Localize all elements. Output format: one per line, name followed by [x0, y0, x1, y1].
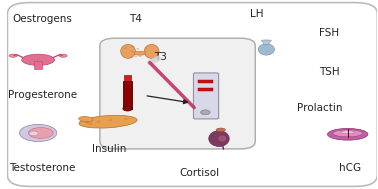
Ellipse shape [28, 128, 53, 138]
Circle shape [84, 121, 88, 123]
Ellipse shape [209, 131, 229, 146]
Ellipse shape [9, 54, 17, 57]
Bar [198, 81, 213, 83]
Circle shape [134, 56, 137, 57]
Bar [124, 75, 131, 81]
Text: Cortisol: Cortisol [180, 168, 220, 178]
Ellipse shape [121, 44, 135, 58]
Circle shape [108, 119, 113, 121]
Bar [34, 61, 42, 69]
Text: FSH: FSH [319, 28, 339, 38]
Bar [264, 40, 268, 44]
Text: T4: T4 [129, 14, 141, 24]
Circle shape [136, 48, 139, 50]
Ellipse shape [218, 135, 226, 142]
Circle shape [138, 55, 141, 57]
Text: T3: T3 [155, 52, 167, 62]
Text: TSH: TSH [319, 67, 339, 77]
Ellipse shape [216, 128, 225, 132]
Ellipse shape [327, 128, 368, 140]
Ellipse shape [134, 51, 146, 55]
Ellipse shape [59, 54, 67, 57]
Circle shape [96, 120, 101, 123]
Ellipse shape [123, 106, 132, 111]
Ellipse shape [200, 110, 210, 115]
Circle shape [131, 46, 134, 47]
FancyBboxPatch shape [8, 3, 377, 186]
Circle shape [130, 51, 133, 52]
Ellipse shape [79, 115, 137, 128]
Polygon shape [261, 40, 271, 44]
Ellipse shape [341, 131, 355, 134]
Ellipse shape [258, 44, 274, 55]
Circle shape [85, 121, 90, 123]
Ellipse shape [144, 44, 159, 58]
Circle shape [144, 47, 147, 49]
Text: Insulin: Insulin [92, 144, 126, 154]
Text: Testosterone: Testosterone [9, 163, 76, 173]
Ellipse shape [22, 54, 54, 65]
Circle shape [155, 50, 158, 52]
Circle shape [124, 118, 129, 120]
Ellipse shape [333, 130, 363, 137]
Ellipse shape [79, 116, 93, 122]
Circle shape [88, 123, 93, 125]
Text: LH: LH [250, 9, 264, 19]
FancyBboxPatch shape [100, 38, 255, 149]
Ellipse shape [29, 131, 38, 136]
Ellipse shape [20, 124, 57, 142]
Text: hCG: hCG [339, 163, 361, 173]
Text: Prolactin: Prolactin [297, 103, 343, 113]
FancyBboxPatch shape [194, 73, 218, 119]
Text: Progesterone: Progesterone [8, 90, 77, 99]
Text: Oestrogens: Oestrogens [12, 14, 73, 24]
Bar [123, 81, 132, 108]
Circle shape [124, 47, 127, 49]
Bar [198, 88, 213, 91]
